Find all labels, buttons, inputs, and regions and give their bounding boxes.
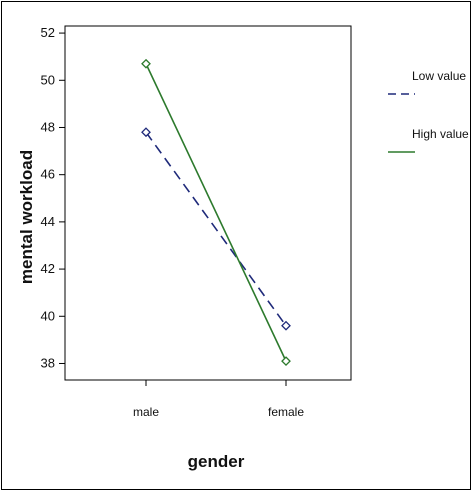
y-tick-label: 44 (41, 214, 55, 229)
legend-label-low-value: Low value (412, 69, 466, 83)
legend-label-high-value: High value (412, 127, 469, 141)
y-axis-title: mental workload (17, 150, 36, 284)
series-line-high-value (145, 63, 287, 362)
y-tick-label: 42 (41, 261, 55, 276)
x-tick-label-male: male (133, 405, 159, 419)
x-axis-title: gender (188, 452, 245, 471)
data-point-high-value-male (141, 58, 151, 69)
x-tick-label-female: female (268, 405, 304, 419)
plot-area-border (64, 25, 352, 381)
y-tick-label: 52 (41, 25, 55, 40)
data-point-high-value-female (281, 356, 291, 367)
data-point-low-value-female (281, 320, 291, 331)
y-tick-label: 38 (41, 355, 55, 370)
y-tick-label: 50 (41, 72, 55, 87)
y-tick-label: 46 (41, 167, 55, 182)
data-point-low-value-male (141, 127, 151, 138)
y-tick-label: 48 (41, 119, 55, 134)
series-line-low-value (145, 131, 287, 327)
y-tick-label: 40 (41, 308, 55, 323)
